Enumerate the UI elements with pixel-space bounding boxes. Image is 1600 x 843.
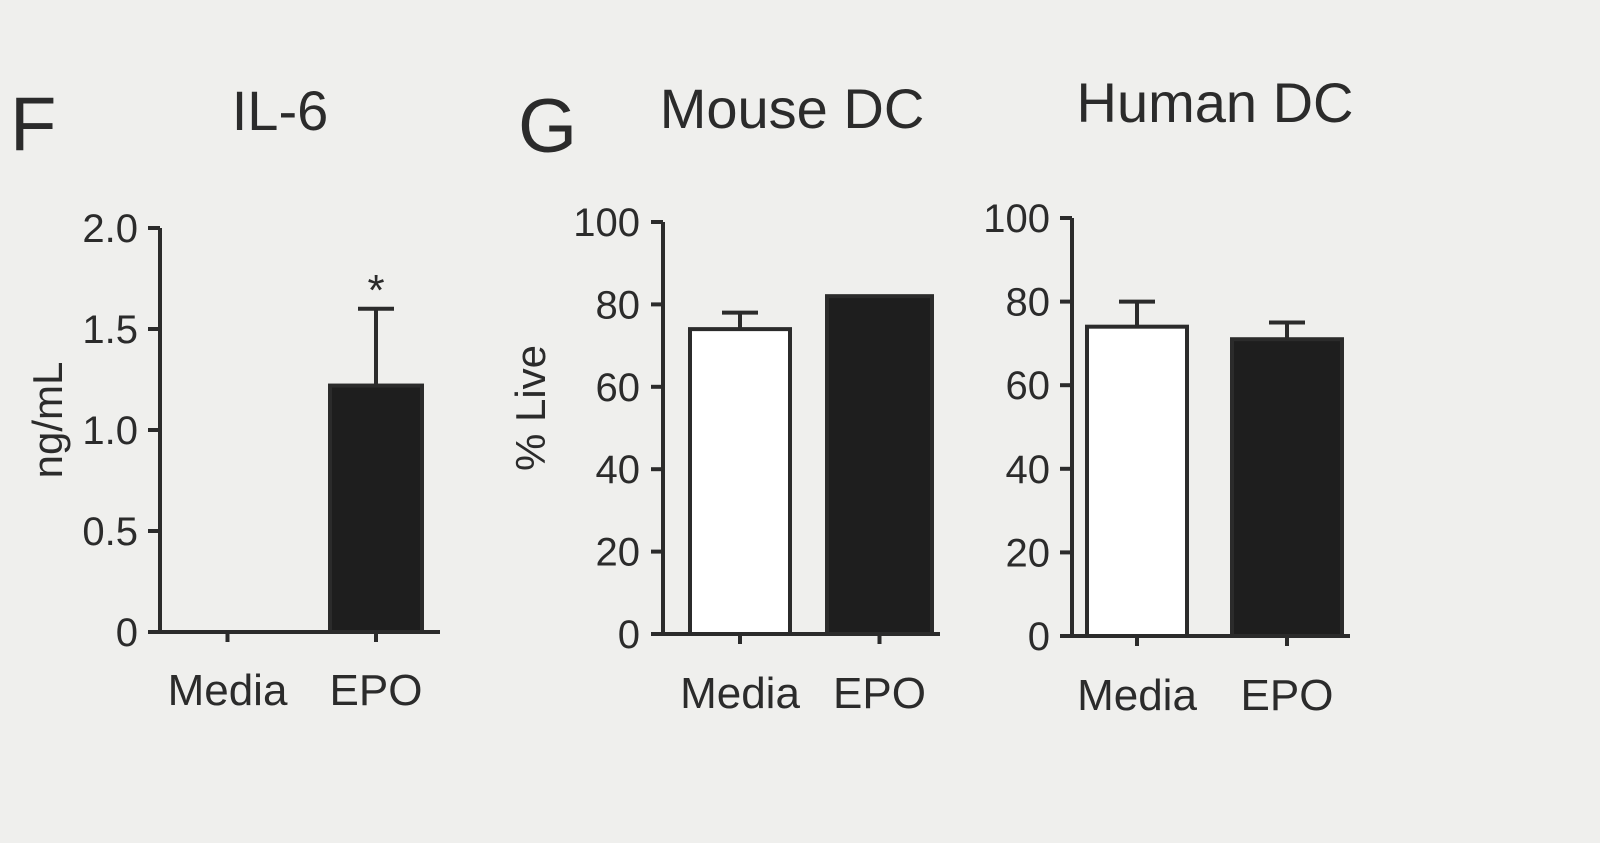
y-tick-label: 100	[983, 197, 1050, 241]
y-tick-label: 1.0	[82, 409, 138, 453]
chart-1: Mouse DC 0 20 40 60 80 100 % Live Media EPO	[507, 77, 940, 718]
bar-epo	[1230, 337, 1344, 638]
y-tick-label: 0.5	[82, 510, 138, 554]
category-label: EPO	[833, 669, 926, 718]
y-tick-label: 20	[596, 531, 641, 575]
y-axis-title: % Live	[507, 345, 554, 471]
chart-title: Human DC	[1077, 71, 1354, 134]
y-tick-label: 40	[1006, 448, 1051, 492]
panel-letter-f: F	[10, 82, 56, 167]
y-axis-title: ng/mL	[24, 362, 71, 479]
charts: IL-6 0 0.5 1.0 1.5 2.0 ng/mL Media * EPO Mouse DC 0…	[24, 71, 1353, 720]
chart-0: IL-6 0 0.5 1.0 1.5 2.0 ng/mL Media * EPO	[24, 79, 440, 715]
bar-epo	[825, 294, 934, 636]
y-tick-label: 100	[573, 201, 640, 245]
category-label: Media	[168, 666, 288, 715]
bar-epo	[328, 383, 424, 634]
y-tick-label: 80	[596, 283, 641, 327]
y-tick-label: 0	[618, 613, 640, 657]
y-tick-label: 2.0	[82, 207, 138, 251]
chart-2: Human DC 0 20 40 60 80 100 Media EPO	[983, 71, 1353, 720]
category-label: EPO	[1241, 671, 1334, 720]
y-tick-label: 80	[1006, 281, 1051, 325]
y-tick-label: 20	[1006, 531, 1051, 575]
panel-letter-g: G	[518, 84, 577, 169]
y-tick-label: 60	[596, 366, 641, 410]
y-tick-label: 1.5	[82, 308, 138, 352]
y-tick-label: 0	[1028, 615, 1050, 659]
significance-marker: *	[367, 266, 384, 315]
chart-title: IL-6	[232, 79, 329, 142]
category-label: EPO	[330, 666, 423, 715]
chart-title: Mouse DC	[660, 77, 925, 140]
y-tick-label: 60	[1006, 364, 1051, 408]
bar-media	[688, 327, 792, 636]
category-label: Media	[1077, 671, 1197, 720]
bar-media	[1085, 324, 1189, 638]
y-tick-label: 40	[596, 448, 641, 492]
category-label: Media	[680, 669, 800, 718]
y-tick-label: 0	[116, 611, 138, 655]
